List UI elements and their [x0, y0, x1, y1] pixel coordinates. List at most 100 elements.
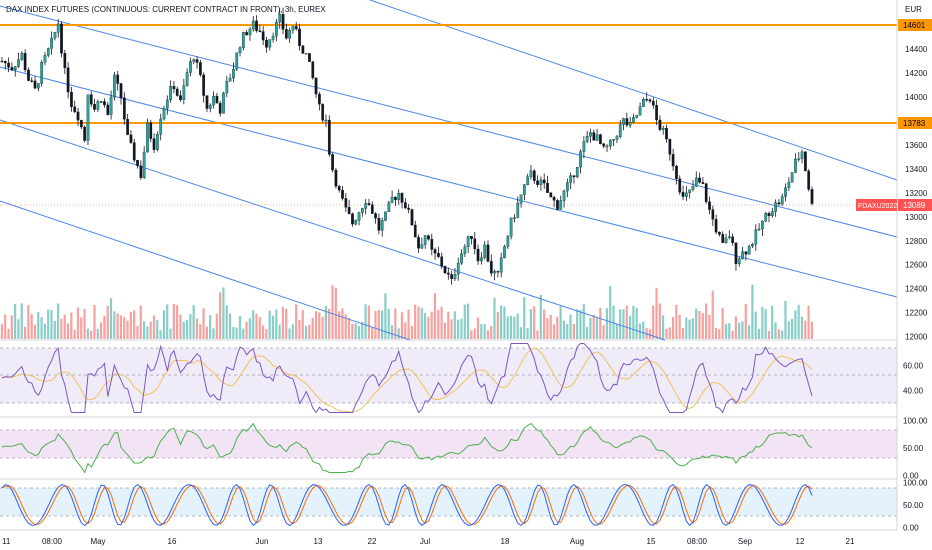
candle-body — [572, 175, 576, 178]
volume-bar — [347, 317, 351, 339]
candle-body — [761, 220, 764, 230]
candle-body — [499, 257, 503, 273]
candle-body — [354, 220, 358, 225]
volume-bar — [281, 306, 285, 339]
volume-bar — [47, 309, 50, 339]
volume-bar — [202, 308, 205, 339]
volume-bar — [179, 314, 182, 339]
volume-bar — [113, 311, 116, 339]
volume-bar — [804, 320, 807, 339]
volume-bar — [96, 328, 99, 339]
candle-body — [774, 202, 777, 212]
volume-bar — [447, 311, 450, 339]
candle-body — [638, 106, 642, 116]
volume-bar — [265, 329, 268, 339]
volume-bar — [136, 325, 139, 339]
volume-bar — [562, 320, 566, 339]
volume-bar — [589, 317, 592, 339]
volume-bar — [483, 324, 486, 339]
volume-bar — [767, 330, 771, 339]
currency-label: EUR — [905, 5, 922, 14]
volume-bar — [747, 325, 751, 339]
candle-body — [599, 134, 602, 145]
volume-bar — [109, 298, 113, 339]
volume-bar — [394, 308, 397, 339]
candle-body — [271, 36, 275, 40]
current-price-label: 13089 — [903, 201, 926, 210]
candle-body — [655, 104, 658, 121]
candle-body — [602, 143, 606, 147]
volume-bar — [80, 317, 83, 339]
candle-body — [268, 39, 272, 48]
candle-body — [767, 213, 771, 217]
candle-body — [380, 220, 384, 231]
candle-body — [513, 217, 516, 219]
candle-body — [777, 202, 781, 205]
stochastic-k-line — [1, 483, 813, 527]
time-tick-label: 21 — [846, 537, 855, 546]
volume-bar — [116, 313, 119, 339]
candle-body — [526, 176, 530, 185]
candle-body — [149, 122, 153, 139]
candle-body — [612, 139, 615, 141]
volume-bar — [139, 305, 142, 339]
candle-body — [357, 212, 361, 221]
volume-bar — [503, 306, 506, 339]
volume-bar — [757, 328, 761, 339]
candle-body — [437, 253, 440, 257]
volume-bar — [215, 313, 218, 339]
candle-body — [489, 261, 493, 274]
volume-bar — [298, 319, 301, 339]
volume-bar — [519, 327, 523, 339]
candle-body — [463, 246, 467, 254]
price-tick-label: 14000 — [905, 93, 928, 102]
candle-body — [724, 237, 728, 243]
candle-body — [480, 257, 483, 262]
volume-bar — [192, 305, 195, 339]
chart-title: DAX INDEX FUTURES (CONTINUOUS: CURRENT C… — [6, 5, 326, 14]
volume-bar — [225, 305, 228, 339]
volume-bar — [771, 305, 774, 339]
volume-bar — [609, 285, 612, 339]
candle-body — [615, 136, 619, 140]
candle-body — [433, 249, 437, 254]
candle-body — [63, 53, 67, 68]
volume-bar — [361, 321, 364, 339]
candle-body — [532, 170, 536, 181]
candle-body — [642, 99, 645, 107]
candle-body — [486, 244, 490, 262]
symbol-label: FDAXU2022 — [858, 203, 897, 210]
candle-body — [212, 95, 215, 106]
volume-bar — [228, 313, 232, 339]
volume-bar — [37, 311, 40, 339]
volume-bar — [83, 308, 86, 339]
volume-bar — [744, 303, 747, 339]
volume-bar — [701, 313, 704, 339]
candle-body — [718, 231, 721, 235]
volume-bar — [764, 309, 767, 339]
price-tick-label: 12800 — [905, 237, 928, 246]
candle-body — [575, 167, 579, 178]
volume-bar — [506, 316, 509, 339]
candle-body — [552, 196, 556, 201]
volume-bar — [582, 304, 585, 339]
candle-body — [301, 45, 305, 54]
candle-body — [99, 101, 103, 103]
volume-bars — [0, 284, 813, 339]
volume-bar — [731, 330, 734, 339]
volume-bar — [238, 316, 242, 339]
candle-body — [628, 122, 632, 126]
volume-bar — [23, 326, 27, 339]
volume-bar — [559, 306, 562, 339]
volume-bar — [572, 324, 575, 339]
volume-bar — [397, 328, 400, 339]
volume-bar — [242, 328, 245, 339]
volume-bar — [526, 328, 529, 339]
candle-body — [205, 95, 209, 109]
volume-bar — [784, 300, 787, 339]
candle-body — [33, 80, 37, 89]
indicator-tick-label: 0.00 — [903, 524, 919, 533]
candle-body — [734, 242, 738, 264]
candle-body — [113, 74, 116, 98]
